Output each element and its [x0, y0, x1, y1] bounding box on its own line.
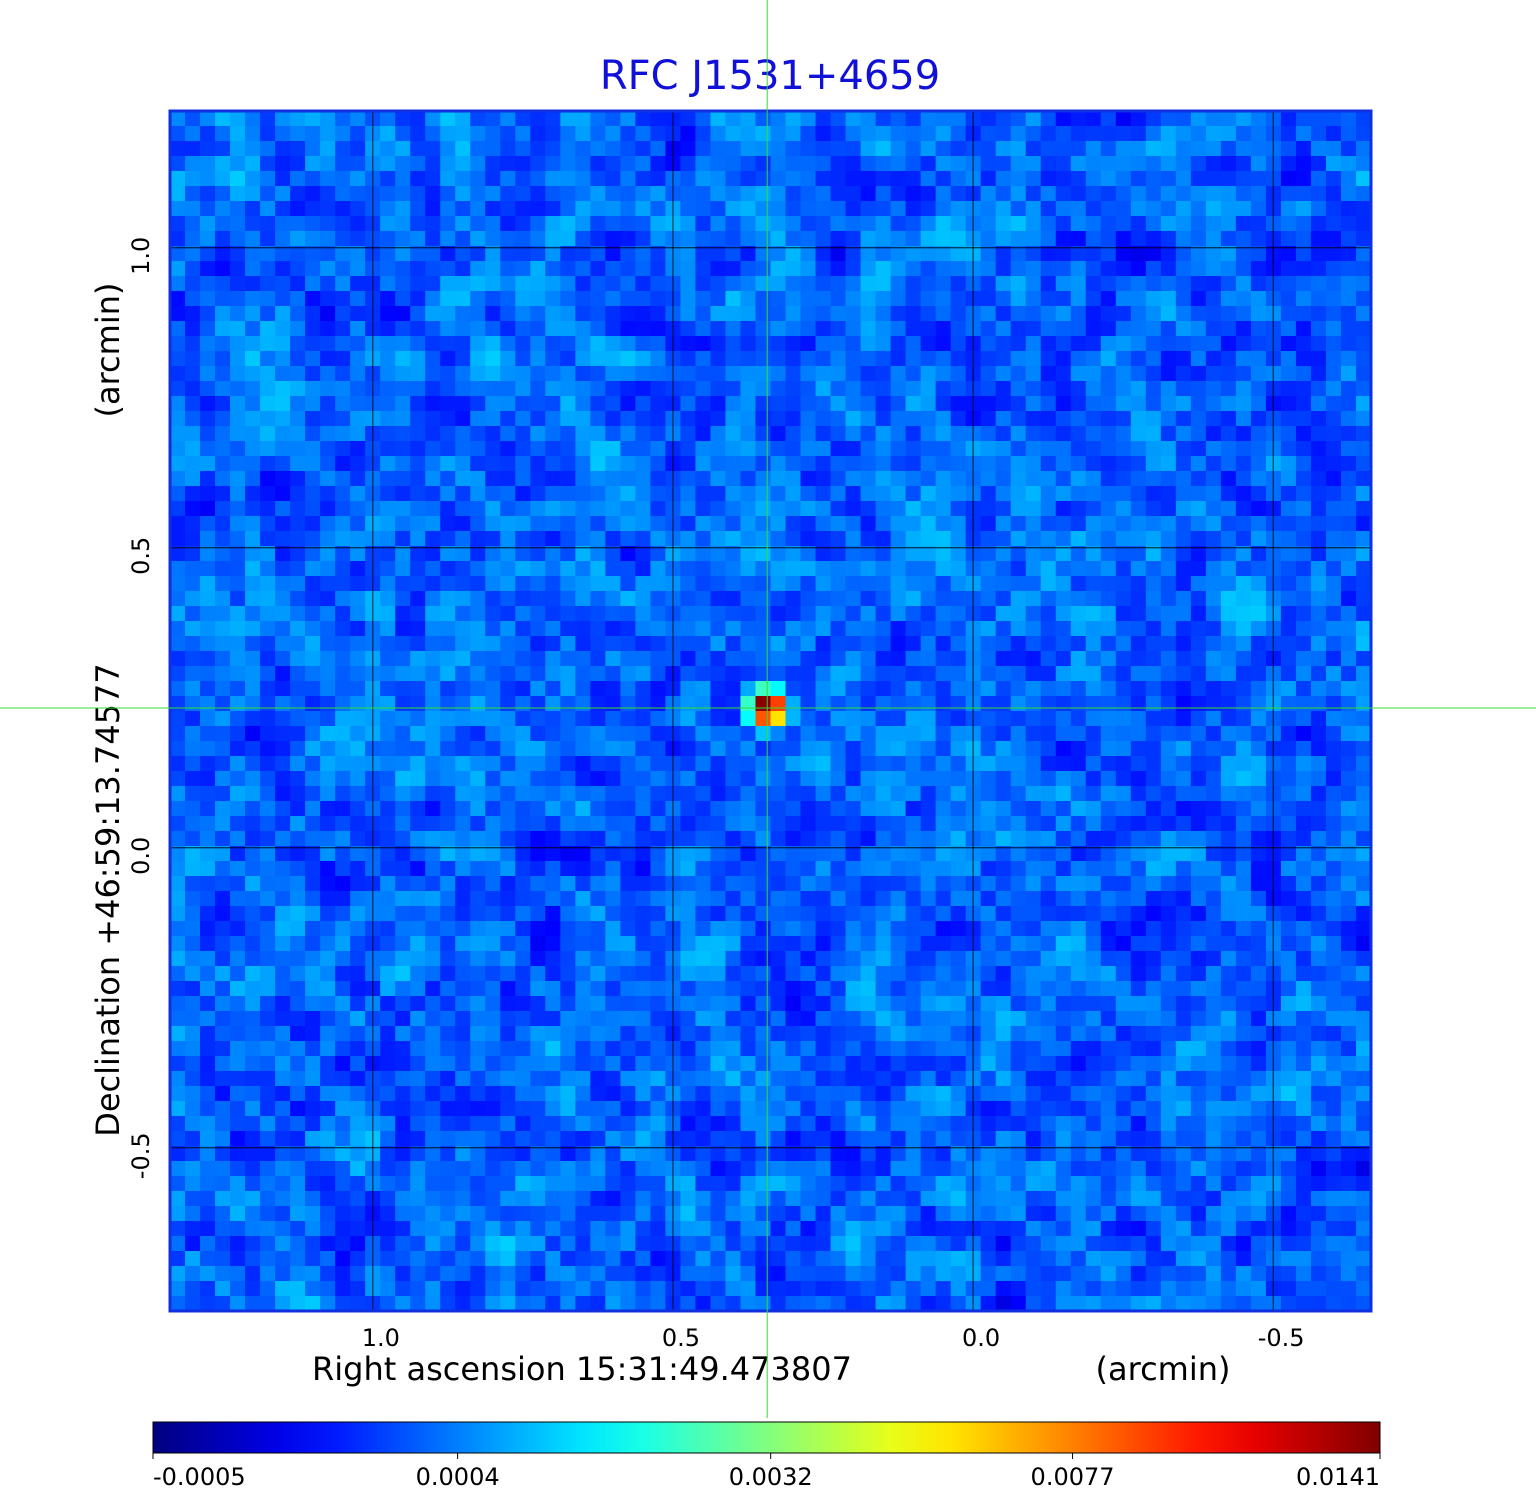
x-axis-label: Right ascension 15:31:49.473807	[312, 1350, 852, 1388]
plot-frame	[168, 109, 1373, 1313]
colorbar-tick-label: -0.0005	[153, 1463, 246, 1491]
colorbar	[152, 1421, 1381, 1454]
x-tick-label: 0.0	[962, 1324, 1000, 1352]
colorbar-tick-label: 0.0032	[729, 1463, 813, 1491]
x-tick-label: -0.5	[1258, 1324, 1305, 1352]
x-tick-label: 0.5	[662, 1324, 700, 1352]
y-tick-label: -0.5	[127, 1132, 155, 1179]
colorbar-tick-label: 0.0004	[416, 1463, 500, 1491]
y-tick-label: 0.5	[127, 537, 155, 575]
y-axis-label: Declination +46:59:13.74577	[89, 663, 127, 1137]
x-axis-unit: (arcmin)	[1096, 1350, 1231, 1388]
colorbar-tick-label: 0.0077	[1031, 1463, 1115, 1491]
y-tick-label: 0.0	[127, 837, 155, 875]
x-tick-label: 1.0	[362, 1324, 400, 1352]
image	[170, 111, 1372, 1312]
y-axis-unit: (arcmin)	[89, 283, 127, 418]
chart-title: RFC J1531+4659	[600, 53, 940, 99]
colorbar-tick-label: 0.0141	[1296, 1463, 1380, 1491]
y-tick-label: 1.0	[127, 237, 155, 275]
